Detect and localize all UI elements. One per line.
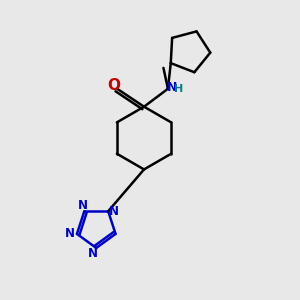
Text: N: N — [109, 205, 118, 218]
Text: N: N — [78, 199, 88, 212]
Text: N: N — [88, 247, 98, 260]
Text: N: N — [167, 81, 177, 94]
Text: H: H — [174, 84, 183, 94]
Text: O: O — [107, 78, 120, 93]
Text: N: N — [65, 227, 75, 240]
